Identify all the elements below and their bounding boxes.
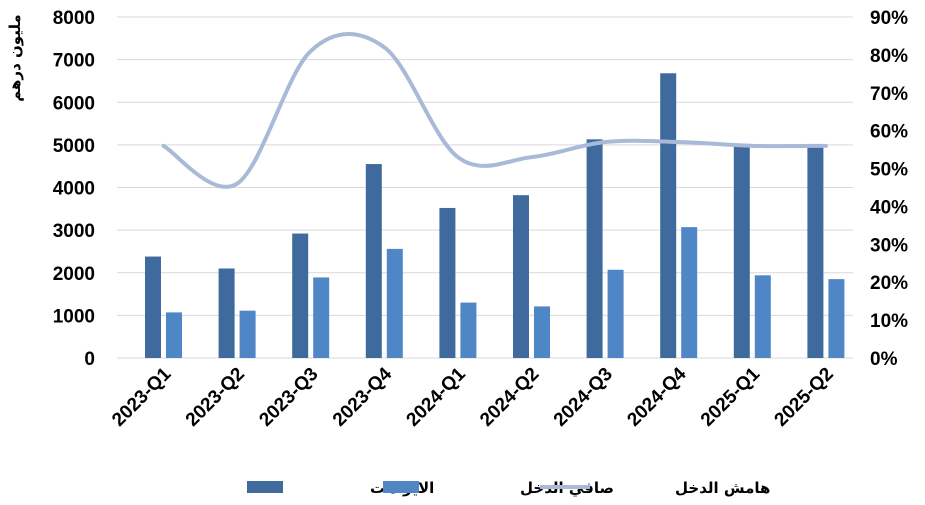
revenue-bar [218, 268, 235, 358]
margin-line [161, 32, 828, 189]
revenue-bar [439, 207, 456, 358]
y-tick-label: 1000 [53, 306, 95, 327]
net-income-bar [460, 302, 477, 358]
legend-swatch [247, 481, 283, 493]
x-tick-label: 2024-Q1 [403, 363, 470, 430]
y2-tick-label: 90% [870, 8, 908, 29]
net-income-bar [754, 275, 771, 358]
x-tick-label: 2024-Q4 [623, 363, 690, 430]
x-tick-label: 2024-Q2 [476, 364, 543, 431]
y2-tick-label: 60% [870, 122, 908, 143]
y2-tick-label: 50% [870, 160, 908, 181]
y-tick-label: 6000 [53, 93, 95, 114]
y2-tick-label: 20% [870, 273, 908, 294]
revenue-bar [365, 164, 382, 358]
y-tick-label: 7000 [53, 51, 95, 72]
y2-tick-label: 80% [870, 46, 908, 67]
bars [145, 73, 845, 358]
y-tick-label: 4000 [53, 179, 95, 200]
x-tick-label: 2023-Q3 [255, 364, 322, 431]
y2-tick-label: 0% [870, 349, 898, 370]
revenue-bar [807, 147, 824, 358]
y-axis-label: مليون درهم [6, 14, 24, 101]
revenue-bar [145, 256, 161, 358]
net-income-bar [681, 227, 698, 358]
left-axis-ticks: 0 1000 2000 3000 4000 5000 6000 7000 8000 [53, 8, 95, 370]
y2-tick-label: 40% [870, 197, 908, 218]
y-tick-label: 8000 [53, 8, 95, 29]
revenue-bar [292, 233, 309, 358]
legend: الايراداتصافي الدخلهامش الدخل [247, 479, 770, 497]
net-income-bar [166, 312, 182, 358]
legend-swatch [383, 481, 419, 493]
y2-tick-label: 10% [870, 311, 908, 332]
net-income-bar [828, 279, 845, 358]
net-income-bar [607, 269, 624, 358]
x-tick-label: 2023-Q1 [108, 363, 175, 430]
y2-tick-label: 70% [870, 84, 908, 105]
margin-line-group [161, 32, 828, 189]
revenue-bar [586, 139, 603, 358]
net-income-bar [313, 277, 330, 358]
right-axis-ticks: 0% 10% 20% 30% 40% 50% 60% 70% 80% 90% [870, 8, 908, 370]
y-tick-label: 0 [84, 349, 95, 370]
x-tick-label: 2024-Q3 [550, 364, 617, 431]
revenue-bar [733, 144, 750, 358]
legend-label: هامش الدخل [675, 479, 770, 497]
net-income-bar [386, 248, 403, 358]
y2-tick-label: 30% [870, 235, 908, 256]
y-tick-label: 5000 [53, 136, 95, 157]
revenue-bar [660, 73, 677, 358]
x-axis-ticks: 2023-Q1 2023-Q2 2023-Q3 2023-Q4 2024-Q1 2024-… [108, 363, 838, 430]
net-income-bar [239, 310, 256, 358]
x-tick-label: 2025-Q2 [771, 364, 838, 431]
x-tick-label: 2023-Q4 [329, 363, 396, 430]
net-income-bar [534, 306, 550, 358]
x-tick-label: 2025-Q1 [697, 363, 764, 430]
y-tick-label: 3000 [53, 221, 95, 242]
revenue-bar [513, 195, 529, 358]
y-tick-label: 2000 [53, 264, 95, 285]
legend-margin: هامش الدخل [540, 479, 770, 497]
x-tick-label: 2023-Q2 [182, 364, 249, 431]
